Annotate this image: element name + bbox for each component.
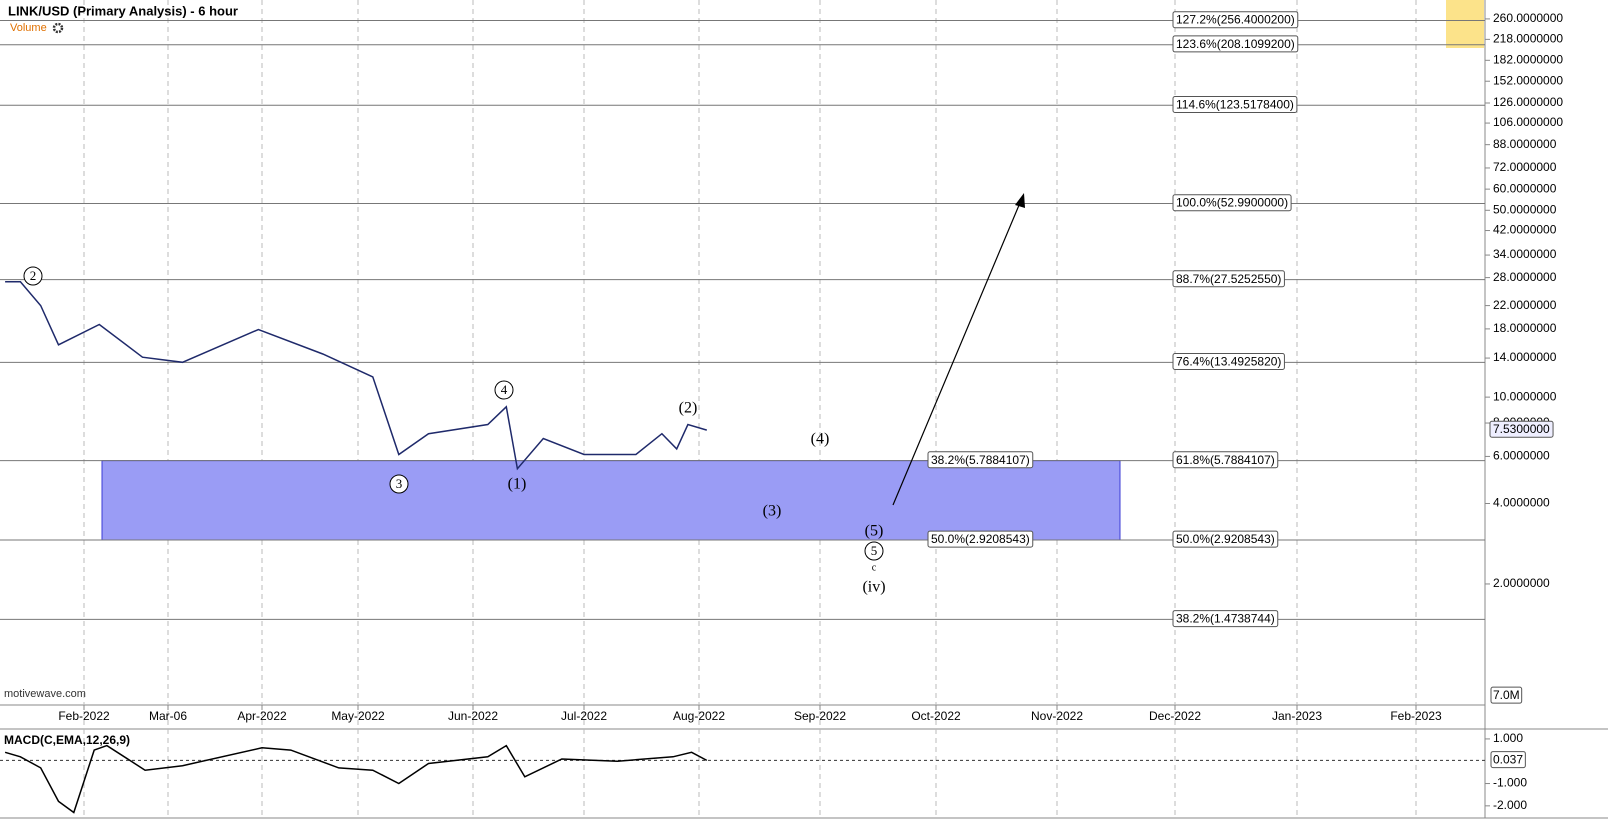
label-box [1172, 35, 1299, 53]
fib-label: 76.4%(13.4925820) [1176, 355, 1281, 369]
label-box [1490, 686, 1523, 704]
wave-label: 5 [871, 543, 878, 558]
y-tick-label: 88.0000000 [1493, 137, 1557, 151]
wave-label: c [872, 562, 877, 573]
y-tick-label: 182.0000000 [1493, 52, 1563, 66]
y-tick-label: -2.000 [1493, 798, 1527, 812]
wave-circle [864, 541, 884, 561]
y-tick-label: 42.0000000 [1493, 223, 1557, 237]
fib-label: 88.7%(27.5252550) [1176, 272, 1281, 286]
x-tick-label: Jan-2023 [1272, 709, 1322, 723]
x-tick-label: Nov-2022 [1031, 709, 1083, 723]
y-tick-label: -1.000 [1493, 776, 1527, 790]
label-box [1489, 420, 1554, 438]
y-tick-label: 34.0000000 [1493, 247, 1557, 261]
macd-title: MACD(C,EMA,12,26,9) [4, 733, 130, 747]
y-tick-label: 14.0000000 [1493, 350, 1557, 364]
y-tick-label: 28.0000000 [1493, 270, 1557, 284]
wave-label: 2 [30, 268, 37, 283]
x-tick-label: Jul-2022 [561, 709, 607, 723]
wave-label: (iv) [862, 579, 885, 596]
wave-label: (2) [679, 400, 698, 417]
fib-label: 50.0%(2.9208543) [1176, 532, 1275, 546]
x-tick-label: May-2022 [331, 709, 385, 723]
price-tag: 7.5300000 [1493, 422, 1550, 436]
x-tick-label: Jun-2022 [448, 709, 498, 723]
label-box [1172, 451, 1279, 469]
label-box [1172, 530, 1279, 548]
wave-label: (5) [865, 523, 884, 540]
wave-circle [389, 474, 409, 494]
wave-circle [23, 266, 43, 286]
watermark: motivewave.com [4, 688, 86, 700]
price-line [5, 281, 708, 471]
x-tick-label: Mar-06 [149, 709, 187, 723]
label-box [1172, 11, 1299, 29]
y-tick-label: 60.0000000 [1493, 181, 1557, 195]
label-box [1172, 95, 1298, 113]
macd-line [4, 744, 708, 814]
volume-axis-label: 7.0M [1493, 688, 1520, 702]
fib-label: 127.2%(256.4000200) [1176, 13, 1295, 27]
x-tick-label: Feb-2023 [1390, 709, 1442, 723]
arrow-head [1015, 193, 1025, 208]
wave-label: (1) [508, 476, 527, 493]
wave-label: 4 [501, 382, 508, 397]
label-box [1172, 610, 1279, 628]
fib-label: 61.8%(5.7884107) [1176, 453, 1275, 467]
y-tick-label: 218.0000000 [1493, 32, 1563, 46]
zone-label: 50.0%(2.9208543) [931, 532, 1030, 546]
y-tick-label: 4.0000000 [1493, 496, 1550, 510]
zone-label: 38.2%(5.7884107) [931, 453, 1030, 467]
y-tick-label: 260.0000000 [1493, 11, 1563, 25]
y-tick-label: 152.0000000 [1493, 73, 1563, 87]
x-tick-label: Aug-2022 [673, 709, 725, 723]
fib-label: 38.2%(1.4738744) [1176, 612, 1275, 626]
wave-label: (4) [811, 431, 830, 448]
wave-label: (3) [763, 503, 782, 520]
y-tick-label: 2.0000000 [1493, 576, 1550, 590]
label-box [927, 530, 1034, 548]
x-tick-label: Dec-2022 [1149, 709, 1201, 723]
y-tick-label: 1.000 [1493, 731, 1523, 745]
target-zone [101, 460, 1121, 541]
y-tick-label: 126.0000000 [1493, 95, 1563, 109]
projection-arrow [892, 197, 1023, 506]
fib-label: 114.6%(123.5178400) [1176, 97, 1294, 111]
x-tick-label: Apr-2022 [237, 709, 287, 723]
highlight [1446, 0, 1484, 48]
y-tick-label: 50.0000000 [1493, 202, 1557, 216]
macd-value-tag: 0.037 [1493, 753, 1523, 767]
y-tick-label: 72.0000000 [1493, 160, 1557, 174]
settings-icon[interactable] [52, 22, 64, 34]
y-tick-label: 18.0000000 [1493, 321, 1557, 335]
indicator-label: Volume [10, 22, 47, 34]
x-tick-label: Feb-2022 [58, 709, 110, 723]
x-tick-label: Sep-2022 [794, 709, 846, 723]
fib-label: 100.0%(52.9900000) [1176, 196, 1288, 210]
label-box [1490, 751, 1526, 769]
y-tick-label: 106.0000000 [1493, 115, 1563, 129]
label-box [1172, 194, 1292, 212]
wave-circle [494, 380, 514, 400]
y-tick-label: 6.0000000 [1493, 449, 1550, 463]
wave-label: 3 [396, 476, 403, 491]
y-tick-label: 10.0000000 [1493, 389, 1557, 403]
label-box [1172, 270, 1285, 288]
label-box [927, 451, 1034, 469]
fib-label: 123.6%(208.1099200) [1176, 37, 1295, 51]
label-box [1172, 353, 1285, 371]
y-tick-label: 22.0000000 [1493, 298, 1557, 312]
chart-title: LINK/USD (Primary Analysis) - 6 hour [8, 3, 238, 18]
x-tick-label: Oct-2022 [911, 709, 961, 723]
